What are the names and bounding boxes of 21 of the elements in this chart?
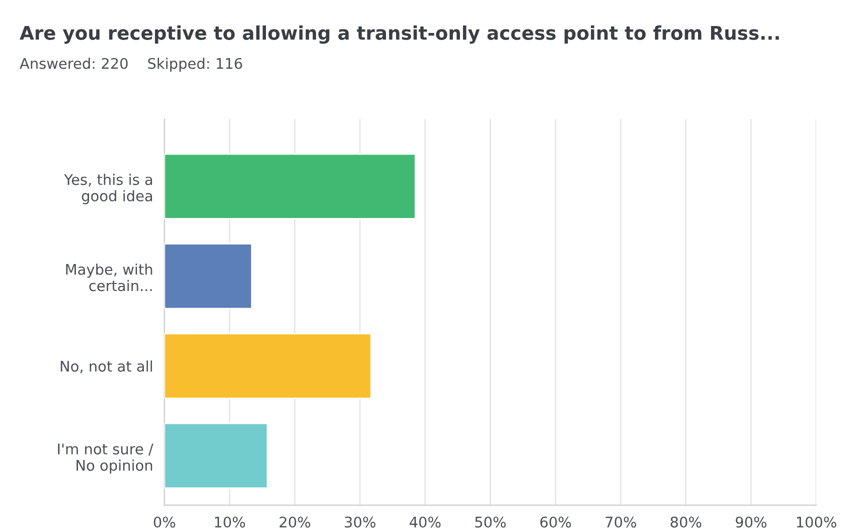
x-tick-label: 90% (736, 516, 766, 528)
x-tick-label: 100% (796, 516, 836, 528)
chart-subtitle: Answered: 220 Skipped: 116 (20, 58, 242, 72)
y-tick-label: No, not at all (60, 360, 152, 374)
bar (164, 422, 268, 489)
x-tick-label: 80% (670, 516, 702, 528)
x-tick-label: 60% (540, 516, 571, 528)
y-tick-label: I'm not sure / No opinion (58, 444, 154, 474)
x-tick-label: 20% (280, 516, 310, 528)
chart-title: Are you receptive to allowing a transit-only access point to from Russ... (20, 25, 779, 44)
x-tick-label: 40% (410, 516, 441, 528)
x-tick-label: 70% (606, 516, 636, 528)
bar (164, 153, 416, 220)
bar (164, 243, 252, 310)
y-tick-label: Yes, this is a good idea (64, 174, 152, 204)
y-tick-label: Maybe, with certain... (66, 264, 152, 292)
x-tick-label: 30% (344, 516, 376, 528)
x-tick-label: 10% (215, 516, 246, 528)
x-tick-label: 50% (475, 516, 506, 528)
x-tick-label: 0% (154, 516, 176, 528)
bar (164, 332, 372, 400)
